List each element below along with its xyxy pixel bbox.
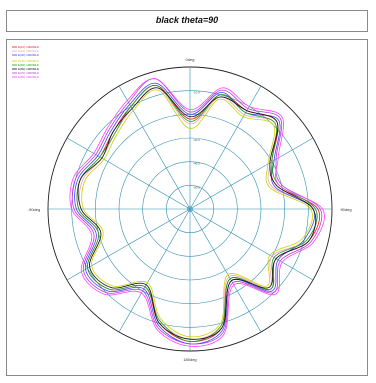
grid-spoke: [189, 85, 262, 210]
grid-spoke: [189, 208, 262, 333]
grid-spoke: [189, 137, 314, 210]
ring-label: -30.0: [193, 138, 200, 142]
ring-label: -40.0: [193, 162, 200, 166]
center-marker: [187, 206, 193, 212]
series-line: [77, 87, 317, 340]
series-line: [81, 89, 313, 338]
series-line: [76, 85, 318, 342]
legend-entry: E(60) 1000MHz: [18, 67, 40, 71]
grid-spoke: [66, 137, 191, 210]
grid-spoke: [118, 208, 191, 333]
legend-entry: E(40) 1000MHz: [18, 59, 40, 63]
chart-title: black theta=90: [155, 15, 219, 25]
legend-entry: E(10) 1000MHz: [18, 45, 40, 49]
legend-entry: E(80) 1000MHz: [18, 75, 40, 79]
legend-entry: E(70) 1000MHz: [18, 71, 40, 75]
series-line: [69, 78, 325, 347]
ring-label: -20.0: [193, 114, 200, 118]
series-line: [71, 78, 323, 345]
ring-labels: -50.0 -40.0 -30.0 -20.0 -10.0: [193, 91, 200, 190]
series-group: [69, 78, 325, 347]
legend-entry: E(20) 1000MHz: [18, 49, 40, 53]
legend-entry: E(30) 1000MHz: [18, 53, 40, 57]
ring-label: -10.0: [193, 91, 200, 95]
angle-label-top: 0deg: [186, 57, 195, 62]
grid-spoke: [189, 208, 314, 281]
chart-title-box: black theta=90: [6, 10, 368, 32]
angle-label-right: 90deg: [340, 207, 351, 212]
angle-label-left: -90deg: [28, 207, 40, 212]
ring-label: -50.0: [193, 185, 200, 189]
angle-label-bottom: 180deg: [183, 357, 196, 362]
legend-entry: E(50) 1000MHz: [18, 63, 40, 67]
